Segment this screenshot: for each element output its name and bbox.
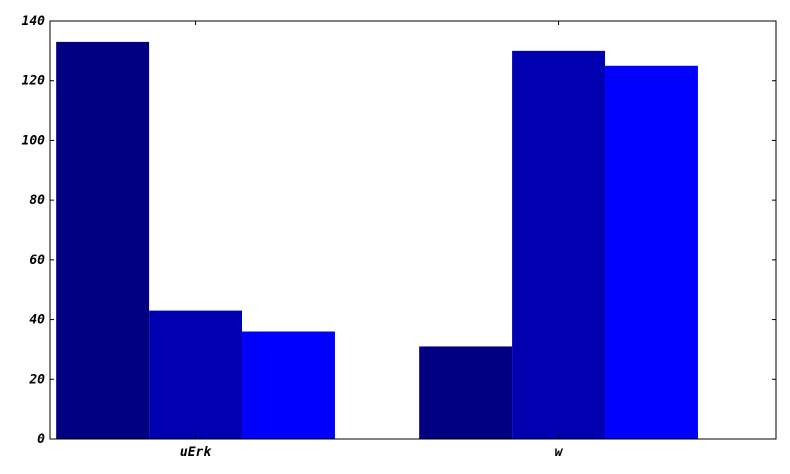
y-tick-label-0: 0 xyxy=(37,432,45,447)
labels-group: uErk w 0 20 40 60 80 100 120 140 xyxy=(22,14,564,460)
y-tick-label-120: 120 xyxy=(22,74,46,89)
bar-w-series-1 xyxy=(419,346,513,439)
y-tick-label-60: 60 xyxy=(29,253,45,268)
bar-uErk-series-2 xyxy=(149,310,243,439)
y-tick-label-80: 80 xyxy=(29,193,45,208)
bar-uErk-series-1 xyxy=(56,41,150,440)
bar-uErk-series-3 xyxy=(242,331,335,439)
y-tick-label-100: 100 xyxy=(22,133,46,148)
x-tick-label-w: w xyxy=(555,445,564,460)
x-tick-label-uErk: uErk xyxy=(180,445,212,460)
plot-frame xyxy=(49,20,777,440)
bar-w-series-2 xyxy=(512,50,606,439)
bar-w-series-3 xyxy=(605,65,698,440)
y-tick-label-40: 40 xyxy=(29,313,45,328)
y-tick-label-140: 140 xyxy=(22,14,46,29)
bars-group xyxy=(56,41,698,440)
y-tick-label-20: 20 xyxy=(28,372,45,387)
